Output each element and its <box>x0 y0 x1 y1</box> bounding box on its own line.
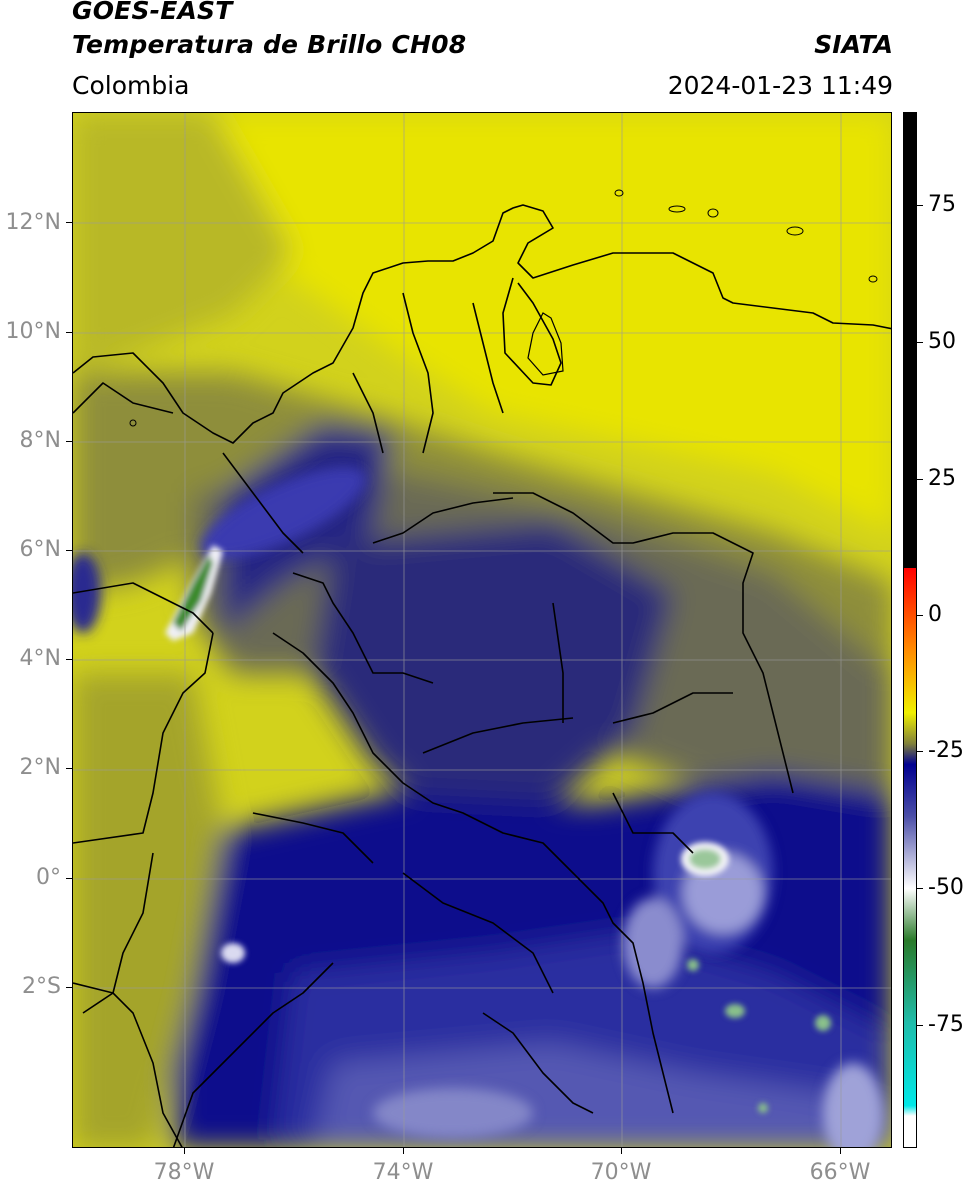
organization-label: SIATA <box>814 30 893 59</box>
very-cold-cloud-top-pacific <box>173 555 213 631</box>
lat-label-12n: 12°N <box>5 210 61 235</box>
lat-label-4n: 4°N <box>19 646 61 671</box>
lat-tick <box>66 659 72 660</box>
convective-cloud-nw <box>200 467 366 559</box>
lat-label-10n: 10°N <box>5 319 61 344</box>
lat-tick <box>66 768 72 769</box>
colorbar <box>903 112 917 1148</box>
title-product: Temperatura de Brillo CH08 <box>72 30 467 59</box>
map-canvas <box>73 113 891 1147</box>
convective-cloud-se-edge <box>823 1063 883 1147</box>
lat-tick <box>66 987 72 988</box>
lat-label-2n: 2°N <box>19 755 61 780</box>
lat-tick <box>66 222 72 223</box>
cold-spot-5 <box>221 943 245 963</box>
lat-tick <box>66 550 72 551</box>
lon-label-78w: 78°W <box>153 1160 215 1185</box>
satellite-map <box>72 112 892 1148</box>
lon-tick <box>184 1148 185 1154</box>
colorbar-label-50: 50 <box>928 329 956 354</box>
title-satellite: GOES-EAST <box>72 0 233 25</box>
colorbar-tick <box>917 205 923 206</box>
lon-label-70w: 70°W <box>590 1160 652 1185</box>
colorbar-label-neg25: -25 <box>928 738 964 763</box>
lat-label-0: 0° <box>36 865 61 890</box>
lat-label-2s: 2°S <box>22 974 61 999</box>
colorbar-label-neg50: -50 <box>928 875 964 900</box>
cold-spot-4 <box>758 1103 768 1113</box>
colorbar-label-25: 25 <box>928 466 956 491</box>
coastline-country-borders <box>73 204 891 1147</box>
lat-tick <box>66 878 72 879</box>
lon-label-74w: 74°W <box>372 1160 434 1185</box>
colorbar-label-0: 0 <box>928 602 942 627</box>
navy-central-region <box>313 523 673 833</box>
timestamp-label: 2024-01-23 11:49 <box>667 71 893 100</box>
graticule <box>73 113 891 1147</box>
colorbar-tick <box>917 342 923 343</box>
cold-spot-1 <box>687 959 699 971</box>
lon-tick <box>403 1148 404 1154</box>
olive-region-nw <box>73 113 293 373</box>
lon-tick <box>840 1148 841 1154</box>
olive-pacific-region <box>73 673 223 1147</box>
colorbar-tick <box>917 1025 923 1026</box>
colorbar-tick <box>917 751 923 752</box>
convective-cloud-far-south <box>373 1088 533 1138</box>
lat-tick <box>66 332 72 333</box>
caribbean-islands <box>129 189 878 427</box>
colorbar-tick <box>917 479 923 480</box>
lake-maracaibo <box>527 312 564 376</box>
warm-air-region <box>193 113 891 532</box>
lat-label-6n: 6°N <box>19 537 61 562</box>
cold-spot-3 <box>815 1015 831 1031</box>
colorbar-tick <box>917 888 923 889</box>
colorbar-label-75: 75 <box>928 192 956 217</box>
lat-label-8n: 8°N <box>19 428 61 453</box>
region-label: Colombia <box>72 71 190 100</box>
colorbar-tick <box>917 615 923 616</box>
lon-label-66w: 66°W <box>809 1160 871 1185</box>
cold-spot-2 <box>725 1004 745 1018</box>
colorbar-label-neg75: -75 <box>928 1012 964 1037</box>
lon-tick <box>621 1148 622 1154</box>
lat-tick <box>66 441 72 442</box>
very-cold-cloud-top-amazon <box>689 849 721 869</box>
convective-cloud-west-edge <box>73 553 101 633</box>
